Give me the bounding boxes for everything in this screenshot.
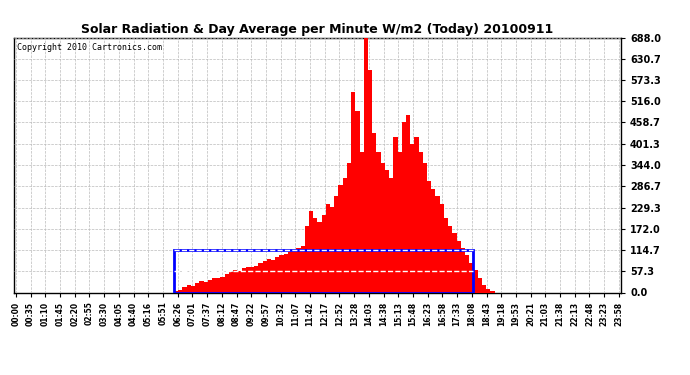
- Bar: [258, 263, 263, 292]
- Bar: [271, 260, 275, 292]
- Bar: [313, 218, 317, 292]
- Bar: [174, 250, 473, 292]
- Bar: [457, 241, 461, 292]
- Bar: [220, 277, 225, 292]
- Bar: [440, 204, 444, 292]
- Bar: [393, 137, 397, 292]
- Bar: [423, 163, 427, 292]
- Bar: [246, 267, 250, 292]
- Bar: [216, 278, 220, 292]
- Bar: [284, 254, 288, 292]
- Bar: [364, 38, 368, 292]
- Bar: [309, 211, 313, 292]
- Bar: [187, 285, 191, 292]
- Bar: [406, 115, 410, 292]
- Bar: [389, 178, 393, 292]
- Bar: [212, 278, 216, 292]
- Bar: [288, 252, 292, 292]
- Bar: [465, 255, 469, 292]
- Bar: [263, 261, 267, 292]
- Bar: [351, 92, 355, 292]
- Bar: [431, 189, 435, 292]
- Bar: [296, 248, 301, 292]
- Bar: [254, 266, 258, 292]
- Bar: [482, 285, 486, 292]
- Bar: [372, 133, 377, 292]
- Bar: [279, 255, 284, 292]
- Bar: [225, 274, 229, 292]
- Bar: [461, 248, 465, 292]
- Text: Copyright 2010 Cartronics.com: Copyright 2010 Cartronics.com: [17, 43, 162, 52]
- Bar: [385, 170, 389, 292]
- Bar: [415, 137, 419, 292]
- Bar: [419, 152, 423, 292]
- Bar: [343, 178, 347, 292]
- Bar: [199, 281, 204, 292]
- Bar: [410, 144, 415, 292]
- Bar: [178, 290, 182, 292]
- Bar: [241, 268, 246, 292]
- Bar: [448, 226, 453, 292]
- Bar: [469, 263, 473, 292]
- Bar: [435, 196, 440, 292]
- Bar: [427, 181, 431, 292]
- Bar: [326, 204, 330, 292]
- Bar: [191, 286, 195, 292]
- Bar: [195, 283, 199, 292]
- Bar: [174, 291, 178, 292]
- Bar: [347, 163, 351, 292]
- Bar: [377, 152, 381, 292]
- Bar: [301, 246, 305, 292]
- Bar: [339, 185, 343, 292]
- Bar: [275, 257, 279, 292]
- Bar: [237, 271, 242, 292]
- Bar: [368, 70, 372, 292]
- Bar: [267, 259, 271, 292]
- Bar: [208, 279, 212, 292]
- Bar: [355, 111, 359, 292]
- Bar: [250, 267, 254, 292]
- Bar: [322, 214, 326, 292]
- Bar: [334, 196, 339, 292]
- Bar: [486, 289, 491, 292]
- Bar: [491, 291, 495, 292]
- Bar: [317, 222, 322, 292]
- Bar: [233, 270, 237, 292]
- Bar: [292, 250, 296, 292]
- Bar: [444, 218, 448, 292]
- Title: Solar Radiation & Day Average per Minute W/m2 (Today) 20100911: Solar Radiation & Day Average per Minute…: [81, 23, 553, 36]
- Bar: [397, 152, 402, 292]
- Bar: [477, 278, 482, 292]
- Bar: [453, 233, 457, 292]
- Bar: [229, 272, 233, 292]
- Bar: [381, 163, 385, 292]
- Bar: [305, 226, 309, 292]
- Bar: [330, 207, 334, 292]
- Bar: [204, 282, 208, 292]
- Bar: [359, 152, 364, 292]
- Bar: [402, 122, 406, 292]
- Bar: [473, 270, 477, 292]
- Bar: [182, 287, 187, 292]
